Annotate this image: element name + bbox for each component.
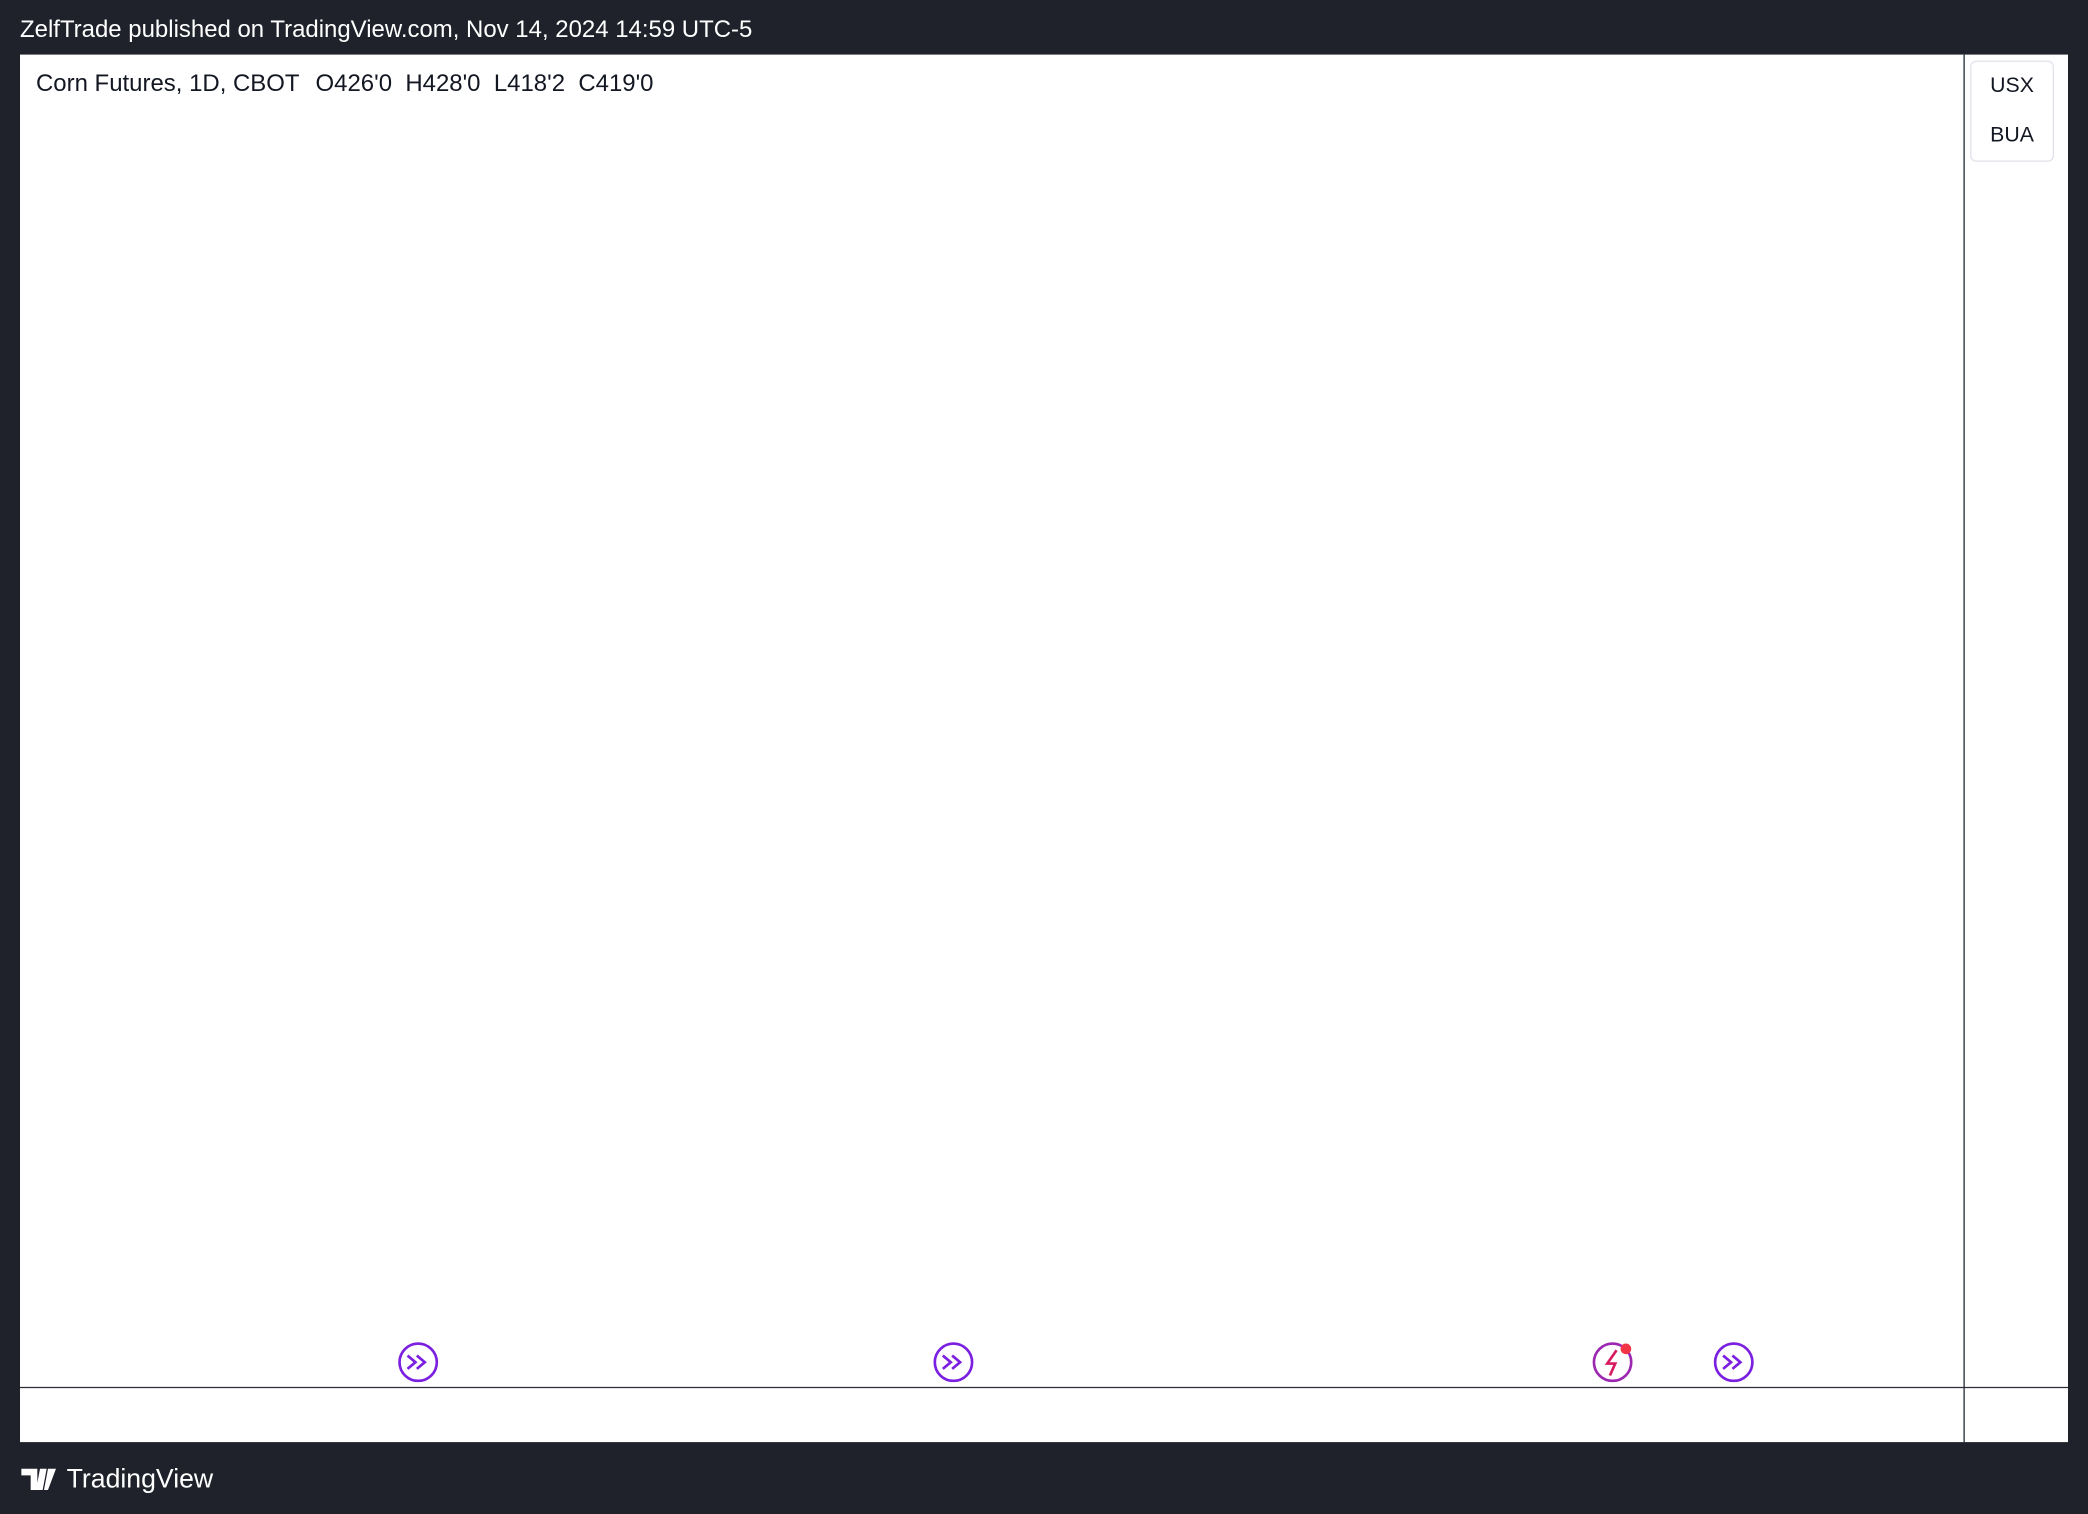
event-icon[interactable] (1592, 1342, 1633, 1383)
event-icon[interactable] (398, 1342, 439, 1383)
event-icon[interactable] (933, 1342, 974, 1383)
publish-info: ZelfTrade published on TradingView.com, … (20, 16, 752, 43)
unit-box-bg (1970, 60, 2054, 162)
legend-ohlc: O426'0 (316, 71, 393, 98)
legend-title: Corn Futures, 1D, CBOT (36, 71, 300, 98)
unit[interactable]: BUA (1990, 122, 2035, 146)
legend: Corn Futures, 1D, CBOT O426'0 H428'0 L418'2… (36, 71, 654, 98)
unit-box: USX BUA (1970, 60, 2054, 162)
currency[interactable]: USX (1990, 73, 2034, 97)
legend-ohlc: H428'0 (405, 71, 480, 98)
brand-name: TradingView (67, 1464, 214, 1494)
event-icons (398, 1342, 1754, 1383)
event-icon[interactable] (1713, 1342, 1754, 1383)
chart-area (20, 54, 2068, 1443)
brand: TradingView (21, 1464, 214, 1494)
legend-ohlc: C419'0 (578, 71, 653, 98)
legend-ohlc: L418'2 (494, 71, 565, 98)
brand-logo (21, 1468, 56, 1491)
